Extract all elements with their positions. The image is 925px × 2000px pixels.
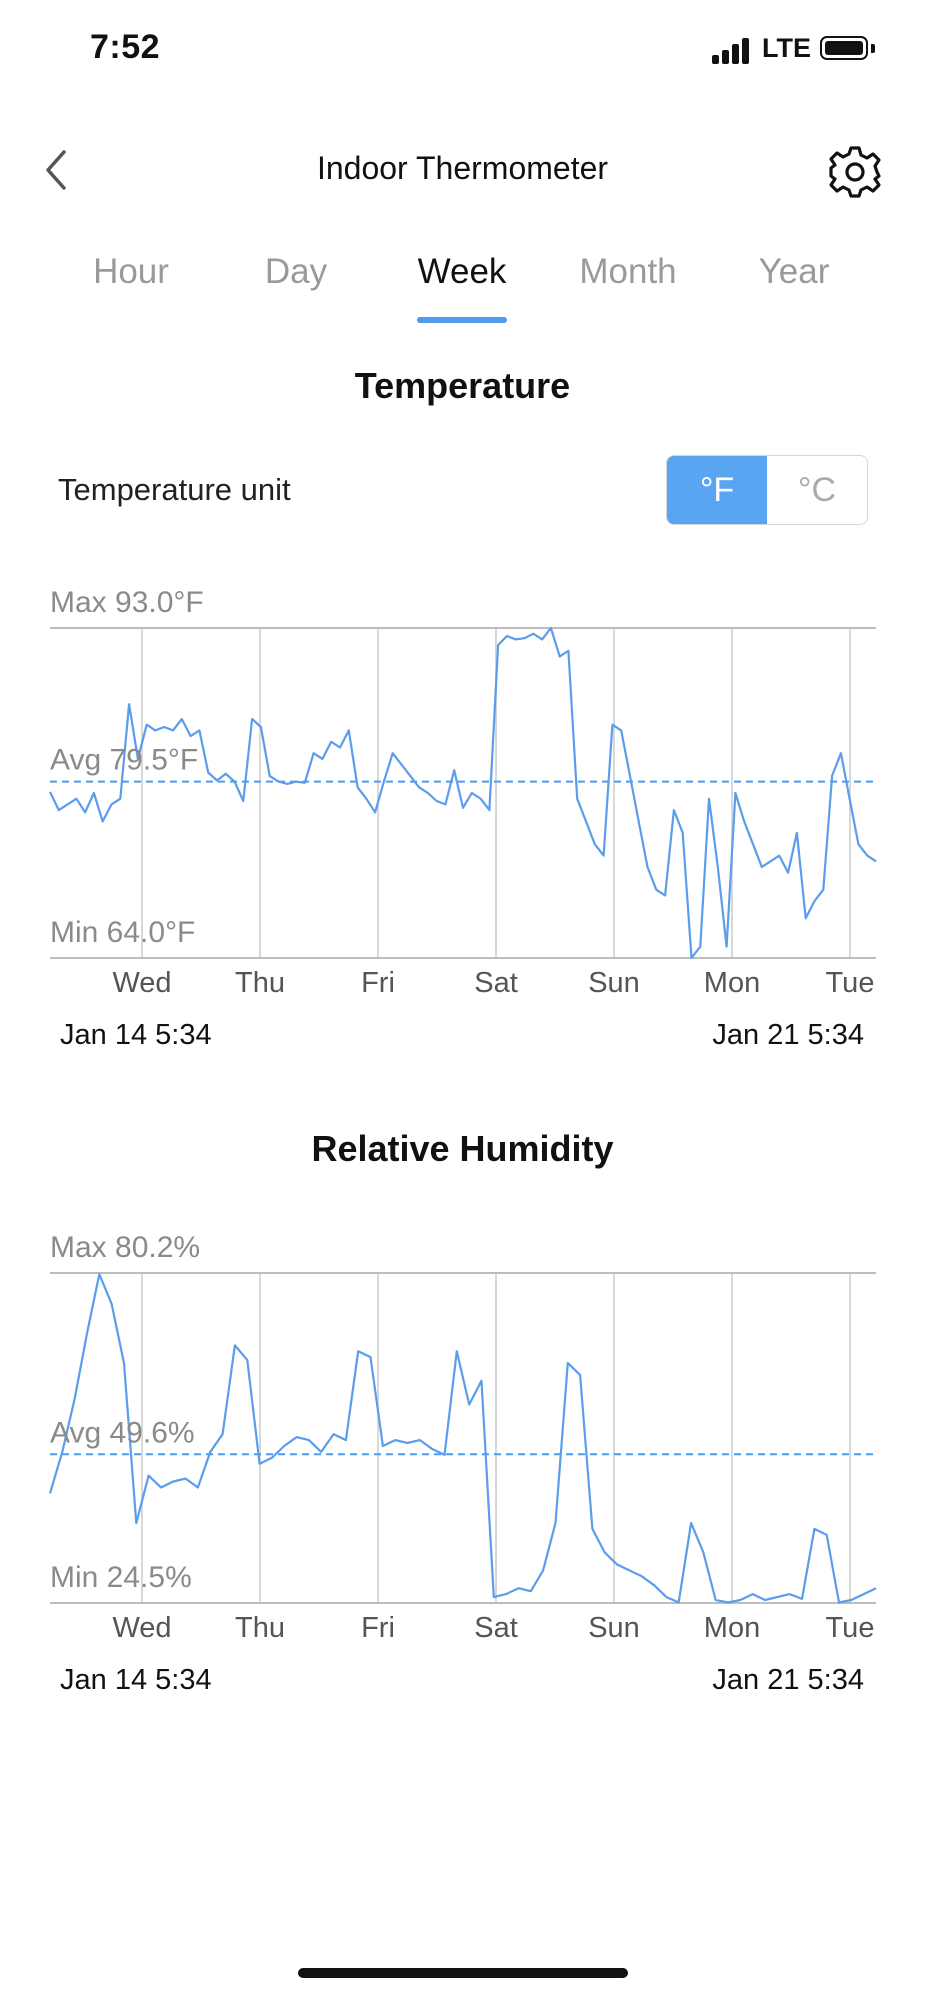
humidity-section-title: Relative Humidity — [311, 1128, 614, 1169]
temperature-x-tick-label: Sun — [588, 967, 640, 999]
temperature-min-label: Min 64.0°F — [50, 916, 195, 949]
temperature-end-date: Jan 21 5:34 — [712, 1019, 864, 1051]
status-time: 7:52 — [90, 28, 161, 66]
humidity-x-tick-label: Tue — [826, 1612, 875, 1644]
temperature-x-tick-label: Mon — [704, 967, 760, 999]
tab-month[interactable]: Month — [579, 252, 677, 291]
temperature-x-tick-label: Wed — [112, 967, 171, 999]
humidity-x-tick-label: Sat — [474, 1612, 518, 1644]
page-title: Indoor Thermometer — [316, 150, 609, 186]
temperature-section-title: Temperature — [354, 365, 571, 406]
back-button[interactable] — [40, 148, 74, 192]
range-tabs: Hour Day Week Month Year — [0, 252, 925, 302]
tab-year[interactable]: Year — [758, 252, 830, 291]
temperature-avg-label: Avg 79.5°F — [50, 744, 198, 777]
tab-day[interactable]: Day — [264, 252, 328, 291]
battery-icon — [820, 36, 868, 60]
humidity-x-tick-label: Fri — [361, 1612, 395, 1644]
humidity-x-tick-label: Thu — [235, 1612, 285, 1644]
tab-hour[interactable]: Hour — [93, 252, 169, 291]
tab-week[interactable]: Week — [417, 252, 507, 291]
signal-icon — [712, 38, 756, 64]
humidity-chart: Wed Thu Fri Sat Sun Mon Tue Max 80.2% Avg 49.6% M… — [48, 1231, 877, 1696]
temperature-x-tick-label: Thu — [235, 967, 285, 999]
temperature-start-date: Jan 14 5:34 — [60, 1019, 212, 1051]
temperature-max-label: Max 93.0°F — [50, 586, 204, 619]
home-indicator — [298, 1968, 628, 1978]
humidity-start-date: Jan 14 5:34 — [60, 1664, 212, 1696]
humidity-max-label: Max 80.2% — [50, 1231, 200, 1264]
network-label: LTE — [762, 33, 811, 63]
temperature-x-tick-label: Tue — [826, 967, 875, 999]
temperature-series-line — [49, 626, 877, 960]
humidity-end-date: Jan 21 5:34 — [712, 1664, 864, 1696]
humidity-min-label: Min 24.5% — [50, 1561, 192, 1594]
gear-icon — [829, 146, 881, 198]
unit-fahrenheit-button[interactable]: °F — [667, 456, 767, 524]
active-tab-indicator — [417, 317, 507, 323]
humidity-avg-label: Avg 49.6% — [50, 1416, 195, 1449]
temperature-x-tick-label: Sat — [474, 967, 518, 999]
battery-nub — [871, 44, 875, 53]
temperature-unit-label: Temperature unit — [58, 472, 291, 507]
unit-celsius-button[interactable]: °C — [767, 456, 867, 524]
humidity-series-line — [48, 1273, 877, 1604]
humidity-x-tick-label: Sun — [588, 1612, 640, 1644]
chevron-left-icon — [46, 150, 66, 190]
humidity-x-tick-label: Mon — [704, 1612, 760, 1644]
temperature-chart: Wed Thu Fri Sat Sun Mon Tue Max 93.0°F Avg 79.5°… — [49, 586, 877, 1051]
humidity-x-tick-label: Wed — [112, 1612, 171, 1644]
temperature-x-tick-label: Fri — [361, 967, 395, 999]
settings-button[interactable] — [826, 143, 884, 201]
temperature-unit-toggle: °F °C — [666, 455, 868, 525]
